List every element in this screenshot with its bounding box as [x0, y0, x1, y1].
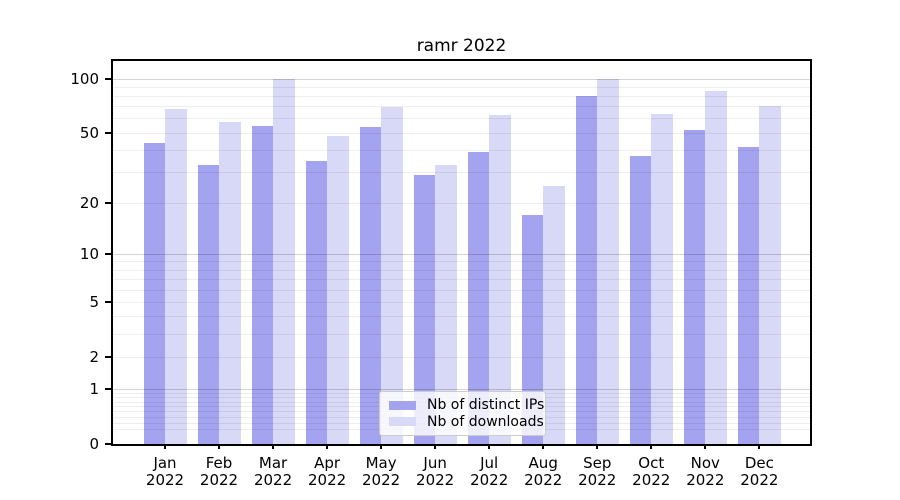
bar-distinct-ips-jun	[413, 175, 436, 444]
legend-label-distinct-ips: Nb of distinct IPs	[427, 397, 545, 414]
bar-distinct-ips-oct	[629, 156, 652, 444]
x-tick-aug	[542, 444, 545, 449]
gridline-20	[113, 202, 810, 204]
y-tick-0	[105, 443, 111, 445]
gridline-9	[113, 261, 810, 263]
bar-distinct-ips-jul	[467, 152, 490, 444]
y-tick-50	[105, 132, 111, 135]
bar-downloads-feb	[219, 121, 241, 444]
bar-downloads-sep	[597, 79, 619, 444]
y-tick-label-0: 0	[89, 434, 99, 453]
bar-downloads-dec	[759, 105, 781, 444]
x-tick-jan	[164, 444, 166, 449]
y-tick-10	[105, 253, 111, 256]
legend-item-downloads: Nb of downloads	[389, 414, 544, 431]
x-tick-label-feb: Feb 2022	[199, 454, 239, 489]
y-tick-label-50: 50	[79, 123, 99, 142]
gridline-50	[113, 132, 810, 134]
y-tick-label-1: 1	[89, 379, 99, 398]
y-tick-label-10: 10	[79, 244, 99, 263]
y-tick-label-100: 100	[70, 69, 99, 88]
y-tick-label-20: 20	[79, 193, 99, 212]
x-tick-apr	[326, 444, 329, 449]
bar-downloads-jan	[165, 109, 187, 444]
x-tick-mar	[272, 444, 275, 449]
y-tick-1	[105, 388, 111, 391]
plot-area: Nb of distinct IPs Nb of downloads 0 1 2 5 1…	[70, 59, 812, 489]
x-tick-may	[380, 444, 383, 449]
chart-title: ramr 2022	[416, 36, 507, 56]
y-tick-label-2: 2	[89, 347, 99, 366]
x-tick-label-aug: Aug 2022	[524, 454, 563, 489]
x-tick-label-apr: Apr 2022	[307, 454, 347, 489]
bar-distinct-ips-jan	[143, 142, 165, 444]
x-tick-oct	[650, 444, 653, 449]
bar-downloads-apr	[327, 136, 349, 444]
legend-swatch-distinct-ips	[389, 400, 416, 410]
bar-downloads-jun	[435, 165, 457, 444]
y-tick-100	[105, 78, 111, 80]
gridline-30	[113, 171, 810, 173]
x-tick-sep	[596, 444, 599, 449]
x-tick-label-jul: Jul 2022	[470, 454, 509, 489]
legend-label-downloads: Nb of downloads	[427, 413, 544, 430]
bar-distinct-ips-mar	[251, 125, 274, 444]
gridline-90	[113, 86, 810, 88]
x-tick-label-oct: Oct 2022	[632, 454, 671, 489]
gridline-1	[113, 388, 810, 390]
bar-distinct-ips-feb	[197, 165, 220, 444]
x-tick-label-nov: Nov 2022	[686, 454, 725, 489]
bar-downloads-jul	[489, 115, 511, 444]
legend: Nb of distinct IPs Nb of downloads	[379, 391, 546, 436]
gridline-70	[113, 106, 810, 108]
bar-distinct-ips-nov	[683, 130, 706, 444]
x-tick-label-mar: Mar 2022	[253, 454, 293, 489]
gridline-8	[113, 269, 810, 271]
gridline-7	[113, 279, 810, 281]
bar-distinct-ips-sep	[575, 95, 598, 444]
y-tick-5	[105, 301, 111, 304]
x-tick-nov	[704, 444, 707, 449]
bar-downloads-oct	[651, 113, 673, 444]
gridline-4	[113, 316, 810, 318]
y-tick-20	[105, 202, 111, 205]
bar-downloads-nov	[705, 90, 727, 444]
legend-swatch-downloads	[389, 417, 416, 427]
x-tick-jul	[488, 444, 491, 449]
x-tick-feb	[218, 444, 221, 449]
bar-distinct-ips-may	[359, 127, 382, 444]
y-tick-label-5: 5	[89, 292, 99, 311]
bar-distinct-ips-dec	[737, 146, 760, 444]
bar-distinct-ips-aug	[521, 215, 544, 444]
x-tick-label-sep: Sep 2022	[578, 454, 617, 489]
legend-item-distinct-ips: Nb of distinct IPs	[389, 397, 544, 414]
bar-downloads-mar	[273, 79, 295, 444]
bar-distinct-ips-apr	[305, 160, 328, 444]
gridline-60	[113, 118, 810, 120]
gridline-2	[113, 356, 810, 358]
x-tick-jun	[434, 444, 437, 449]
gridline-3	[113, 333, 810, 335]
gridline-6	[113, 289, 810, 291]
bar-downloads-may	[381, 106, 403, 444]
x-tick-label-dec: Dec 2022	[740, 454, 779, 489]
gridline-10	[113, 253, 810, 255]
x-tick-label-may: May 2022	[362, 454, 401, 489]
gridline-100	[113, 78, 810, 80]
gridline-40	[113, 149, 810, 151]
gridline-5	[113, 301, 810, 303]
x-tick-label-jan: Jan 2022	[145, 454, 185, 489]
y-tick-2	[105, 356, 111, 359]
gridline-80	[113, 95, 810, 97]
bar-downloads-aug	[543, 186, 565, 444]
x-tick-dec	[758, 444, 761, 449]
x-tick-label-jun: Jun 2022	[416, 454, 455, 489]
